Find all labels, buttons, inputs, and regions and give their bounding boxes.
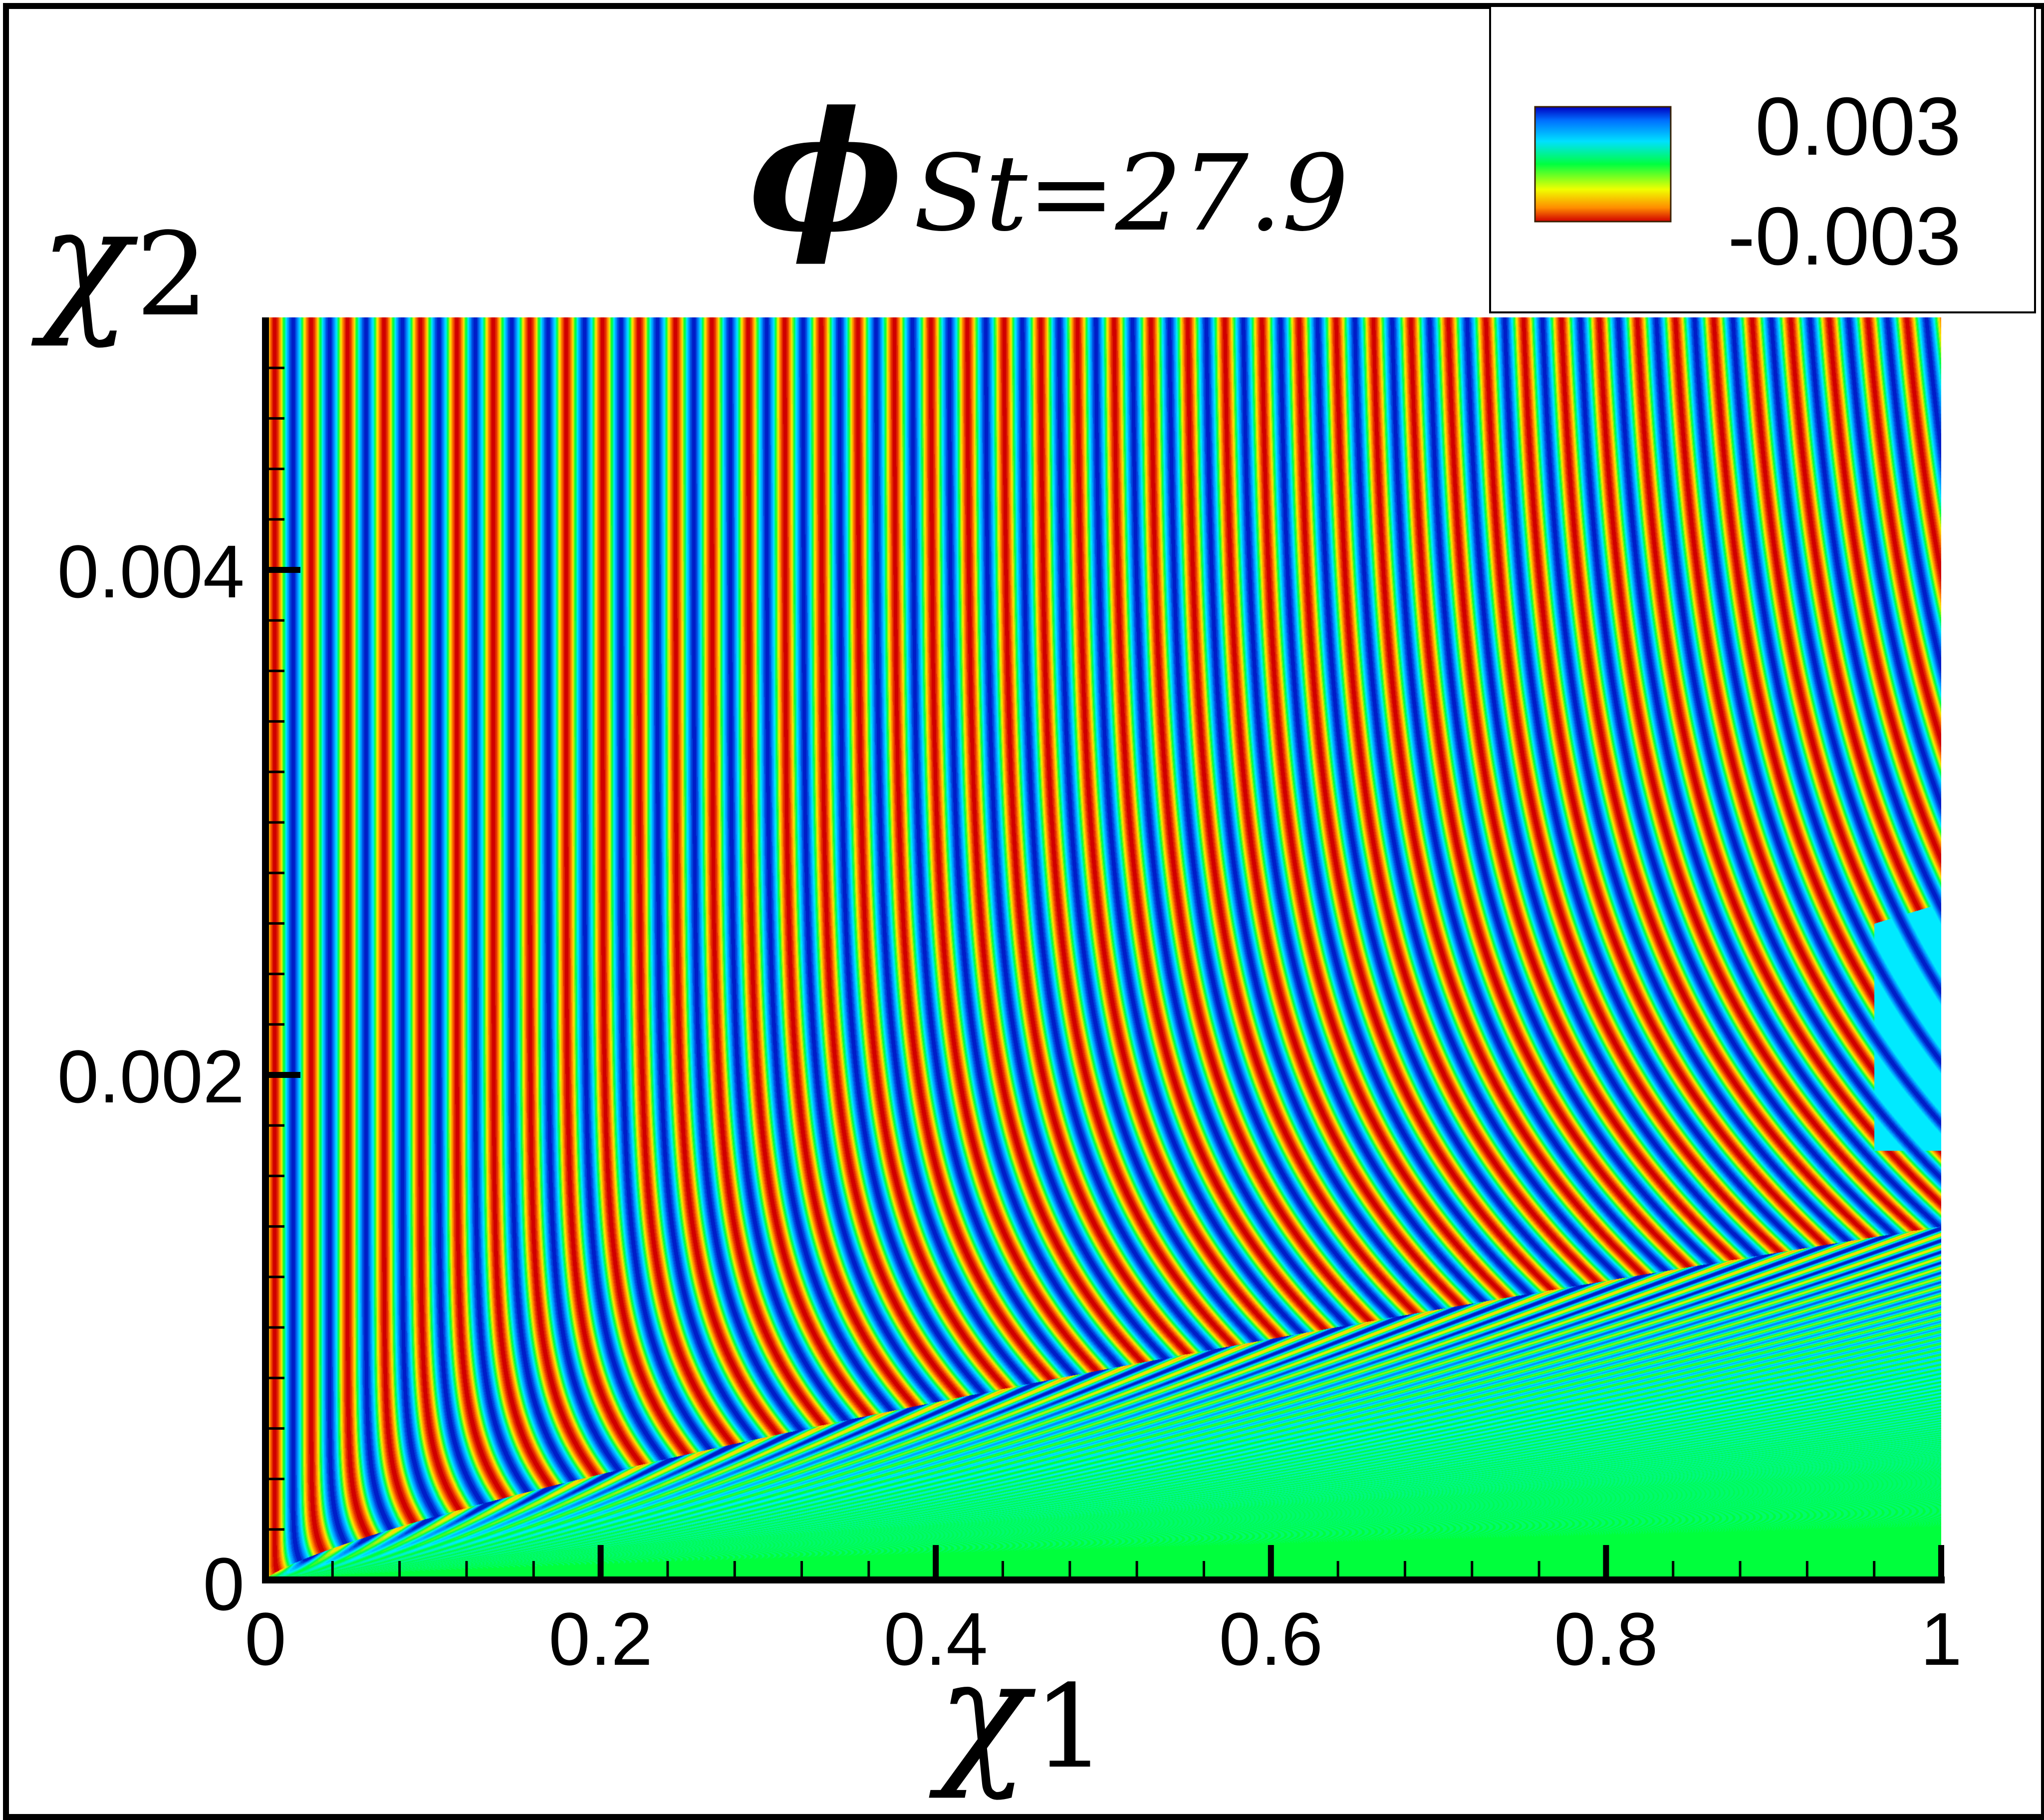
x-tick-label: 0.8: [1554, 1597, 1658, 1681]
y-tick-label: 0: [203, 1542, 245, 1626]
chart-title-symbol: ϕ: [749, 75, 904, 268]
legend-min-label: -0.003: [1728, 190, 1961, 282]
y-ticks: [265, 366, 300, 1583]
y-axis-title-symbol: χ: [30, 176, 138, 350]
x-tick-label: 1: [1920, 1597, 1962, 1681]
x-tick-label: 0.6: [1219, 1597, 1323, 1681]
x-ticks: [262, 1545, 1944, 1580]
y-tick-label: 0.002: [57, 1035, 245, 1118]
legend-max-label: 0.003: [1755, 80, 1961, 172]
x-tick-label: 0.2: [548, 1597, 653, 1681]
contour-field: [265, 317, 1941, 1580]
y-axis-title: χ2: [30, 176, 209, 350]
legend: 0.003 -0.003: [1489, 5, 2036, 313]
chart-title-subscript: St=27.9: [914, 132, 1349, 255]
x-tick-labels: 0 0.2 0.4 0.6 0.8 1: [245, 1597, 1962, 1681]
x-axis-title-symbol: χ: [928, 1628, 1036, 1802]
x-axis-title: χ1: [928, 1628, 1106, 1802]
y-axis-title-index: 2: [136, 209, 209, 342]
y-tick-labels: 0 0.002 0.004: [57, 529, 245, 1626]
x-tick-label: 0.4: [884, 1597, 988, 1681]
legend-colorbar: [1534, 106, 1672, 223]
contour-field-container: [265, 317, 1941, 1580]
x-tick-label: 0: [245, 1597, 286, 1681]
chart-title: ϕSt=27.9: [749, 75, 1348, 268]
x-axis-title-index: 1: [1033, 1661, 1106, 1794]
y-tick-label: 0.004: [57, 529, 245, 613]
